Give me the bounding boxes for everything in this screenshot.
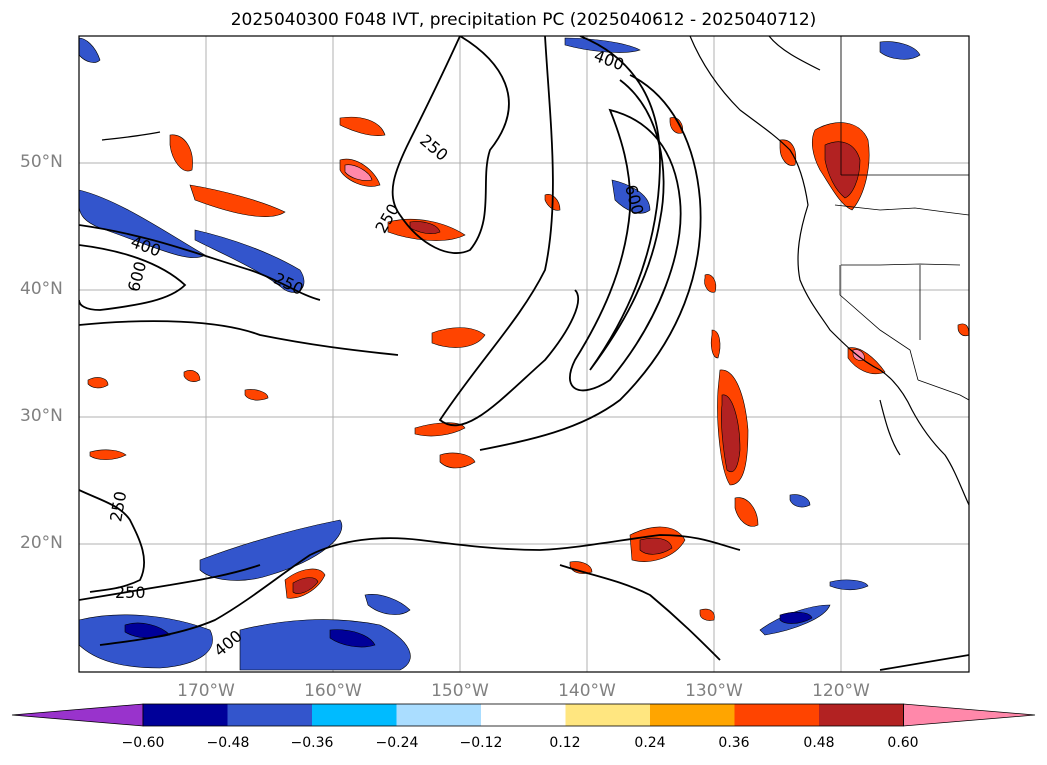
lon-label: 130°W xyxy=(685,681,743,701)
colorbar-extend-low xyxy=(11,703,144,727)
colorbar-segment xyxy=(819,704,904,726)
plot-frame xyxy=(78,35,970,673)
political-borders xyxy=(834,36,969,401)
colorbar-segment xyxy=(565,704,650,726)
map-plot: 400 250 250 400 600 250 600 250 250 400 xyxy=(78,35,970,673)
coastlines xyxy=(101,36,969,506)
lon-label: 140°W xyxy=(558,681,616,701)
colorbar-segment xyxy=(312,704,397,726)
lon-label: 150°W xyxy=(431,681,489,701)
colorbar-segment xyxy=(734,704,819,726)
contour-label: 250 xyxy=(115,583,146,602)
lat-label: 30°N xyxy=(20,406,63,426)
lon-label: 160°W xyxy=(304,681,362,701)
ivt-contours xyxy=(79,36,969,671)
map-title: 2025040300 F048 IVT, precipitation PC (2… xyxy=(230,10,817,30)
lat-label: 40°N xyxy=(20,279,63,299)
colorbar xyxy=(11,703,1036,727)
colorbar-segment xyxy=(396,704,481,726)
colorbar-segment xyxy=(227,704,312,726)
colorbar-tick-label: 0.60 xyxy=(887,735,919,751)
colorbar-segment xyxy=(650,704,735,726)
negative-precip-areas xyxy=(79,37,921,671)
colorbar-tick-label: −0.12 xyxy=(459,735,503,751)
colorbar-segment xyxy=(481,704,566,726)
colorbar-segment xyxy=(143,704,228,726)
colorbar-tick-label: 0.24 xyxy=(634,735,666,751)
lon-label: 170°W xyxy=(177,681,235,701)
lat-label: 50°N xyxy=(20,152,63,172)
colorbar-tick-label: 0.48 xyxy=(803,735,835,751)
colorbar-extend-high xyxy=(903,703,1036,727)
colorbar-tick-label: −0.24 xyxy=(375,735,419,751)
lat-label: 20°N xyxy=(20,533,63,553)
colorbar-frame xyxy=(142,703,904,727)
colorbar-tick-label: 0.12 xyxy=(549,735,581,751)
colorbar-tick-label: −0.60 xyxy=(121,735,165,751)
lon-label: 120°W xyxy=(812,681,870,701)
colorbar-tick-label: −0.36 xyxy=(290,735,334,751)
colorbar-tick-label: −0.48 xyxy=(206,735,250,751)
colorbar-tick-label: 0.36 xyxy=(718,735,750,751)
